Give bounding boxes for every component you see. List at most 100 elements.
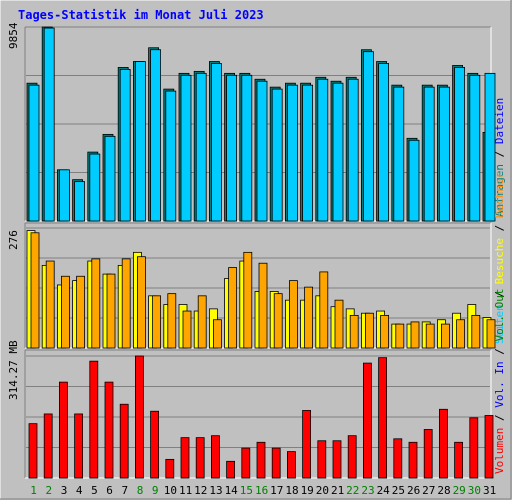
x-tick-label: 4 bbox=[76, 484, 83, 497]
x-tick-label: 21 bbox=[331, 484, 344, 497]
axis-max-label: 276 bbox=[7, 230, 20, 250]
axis-max-label: 314.27 MB bbox=[7, 340, 20, 400]
legend-separator: / bbox=[493, 342, 506, 362]
bar-besuche bbox=[136, 256, 146, 349]
bar-volumen bbox=[226, 460, 236, 479]
bar-dateien bbox=[469, 74, 481, 222]
bar-dateien bbox=[150, 49, 162, 222]
bar-dateien bbox=[454, 67, 466, 222]
bar-besuche bbox=[243, 251, 253, 349]
bar-besuche bbox=[425, 323, 435, 349]
bar-besuche bbox=[486, 319, 496, 349]
x-tick-label: 23 bbox=[361, 484, 374, 497]
bar-dateien bbox=[195, 72, 207, 222]
bar-besuche bbox=[121, 258, 131, 349]
legend-entry: Vol. Out bbox=[493, 289, 506, 342]
x-tick-label: 18 bbox=[285, 484, 298, 497]
panel-3: 314.27 MB Volumen / Vol. In / Vol. Out bbox=[7, 289, 506, 479]
bar-besuche bbox=[380, 314, 390, 349]
legend-separator: / bbox=[493, 144, 506, 164]
bar-besuche bbox=[334, 299, 344, 349]
bar-volumen bbox=[150, 410, 160, 479]
bar-volumen bbox=[423, 429, 433, 479]
legend-entry: Volumen bbox=[493, 428, 506, 474]
x-tick-label: 10 bbox=[164, 484, 177, 497]
panel-legend: Anfragen / Dateien bbox=[493, 98, 506, 217]
bar-dateien bbox=[104, 135, 116, 222]
x-tick-label: 26 bbox=[407, 484, 420, 497]
axis-max-label: 9854 bbox=[7, 22, 20, 49]
x-tick-label: 17 bbox=[270, 484, 283, 497]
bar-volumen bbox=[89, 360, 99, 479]
bar-volumen bbox=[317, 440, 327, 479]
bar-dateien bbox=[241, 74, 253, 222]
bar-volumen bbox=[28, 423, 38, 479]
bar-dateien bbox=[165, 90, 177, 222]
x-tick-label: 11 bbox=[179, 484, 192, 497]
bar-dateien bbox=[317, 78, 329, 222]
bar-besuche bbox=[304, 286, 314, 349]
x-tick-label: 8 bbox=[137, 484, 144, 497]
bar-besuche bbox=[456, 319, 466, 349]
bar-dateien bbox=[226, 74, 238, 222]
bar-volumen bbox=[454, 441, 464, 479]
x-axis-labels: 1 2 3 4 5 6 7 8 9 10 11 12 13 14 15 16 17 18 19 20 21 22 23 24 2… bbox=[30, 484, 496, 497]
x-tick-label: 20 bbox=[316, 484, 329, 497]
bar-besuche bbox=[45, 260, 55, 349]
x-tick-label: 9 bbox=[152, 484, 159, 497]
chart-title: Tages-Statistik im Monat Juli 2023 bbox=[18, 8, 264, 22]
legend-entry: Seiten bbox=[493, 304, 506, 344]
bar-volumen bbox=[271, 447, 281, 479]
bar-volumen bbox=[256, 441, 266, 479]
legend-entry: Rechner bbox=[493, 171, 506, 218]
x-tick-label: 22 bbox=[346, 484, 359, 497]
legend-separator: / bbox=[493, 408, 506, 428]
bar-besuche bbox=[61, 275, 70, 349]
bar-besuche bbox=[258, 262, 268, 349]
panel-2: 276 Seiten / Besuche / Rechner bbox=[7, 171, 506, 349]
bar-volumen bbox=[302, 410, 312, 479]
x-tick-label: 12 bbox=[194, 484, 207, 497]
bar-volumen bbox=[408, 441, 418, 479]
bar-dateien bbox=[362, 51, 374, 222]
bar-volumen bbox=[74, 413, 83, 479]
bar-dateien bbox=[438, 86, 450, 222]
bar-besuche bbox=[273, 293, 283, 349]
x-tick-label: 5 bbox=[91, 484, 98, 497]
x-tick-label: 6 bbox=[106, 484, 113, 497]
bar-besuche bbox=[410, 321, 420, 349]
bar-volumen bbox=[286, 451, 296, 479]
x-tick-label: 31 bbox=[483, 484, 496, 497]
bar-dateien bbox=[43, 27, 55, 222]
bar-besuche bbox=[440, 323, 450, 349]
x-tick-label: 29 bbox=[453, 484, 466, 497]
bar-dateien bbox=[134, 61, 146, 222]
bar-besuche bbox=[182, 310, 192, 349]
x-tick-label: 13 bbox=[209, 484, 222, 497]
x-tick-label: 1 bbox=[30, 484, 37, 497]
bar-besuche bbox=[319, 271, 329, 349]
bar-dateien bbox=[393, 86, 405, 222]
legend-entry: Besuche bbox=[493, 238, 506, 284]
legend-entry: Anfragen bbox=[493, 164, 506, 217]
bar-dateien bbox=[74, 181, 85, 222]
bar-dateien bbox=[286, 84, 298, 222]
bar-volumen bbox=[210, 435, 220, 479]
bar-volumen bbox=[469, 417, 479, 479]
x-tick-label: 24 bbox=[377, 484, 391, 497]
bar-volumen bbox=[241, 447, 251, 479]
bar-volumen bbox=[43, 413, 53, 479]
bar-dateien bbox=[28, 84, 40, 222]
bar-volumen bbox=[180, 437, 190, 479]
bar-volumen bbox=[59, 381, 68, 479]
bar-dateien bbox=[302, 84, 314, 222]
x-tick-label: 27 bbox=[422, 484, 435, 497]
x-tick-label: 14 bbox=[225, 484, 239, 497]
bar-besuche bbox=[30, 232, 40, 349]
bar-dateien bbox=[423, 86, 435, 222]
bar-dateien bbox=[59, 169, 70, 222]
panel-legend: Volumen / Vol. In / Vol. Out bbox=[493, 289, 506, 474]
bar-besuche bbox=[349, 314, 359, 349]
